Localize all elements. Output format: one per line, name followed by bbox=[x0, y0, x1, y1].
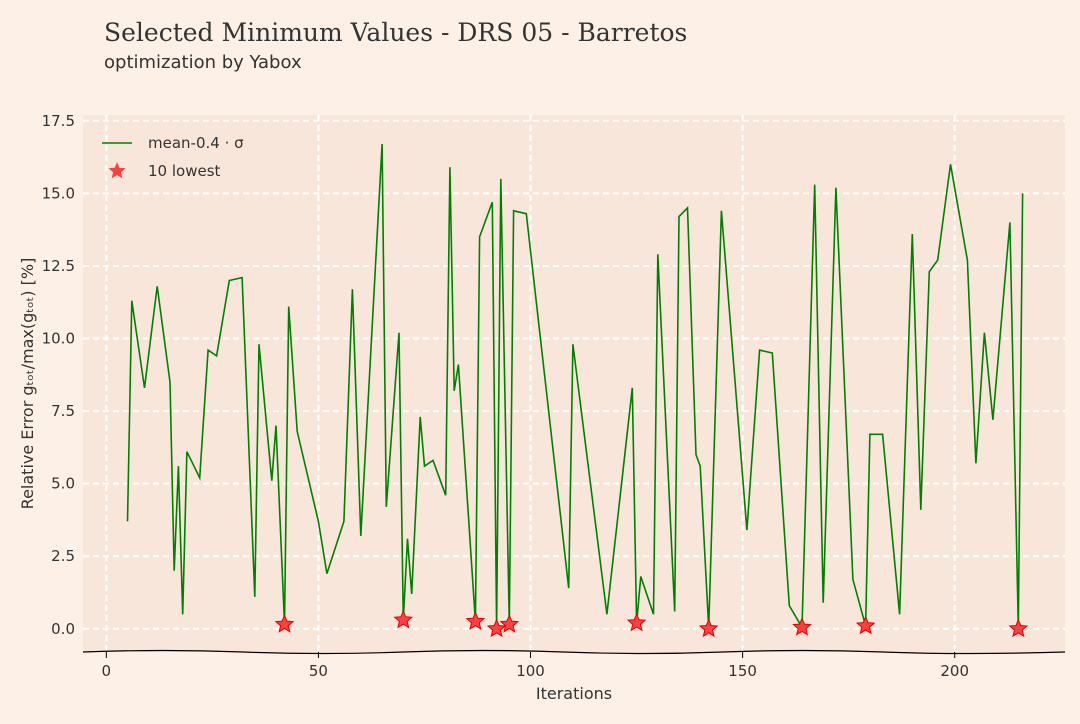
star-marker bbox=[792, 616, 812, 636]
x-tick-label: 50 bbox=[309, 662, 328, 680]
x-axis bbox=[82, 649, 1066, 655]
legend-label: 10 lowest bbox=[148, 162, 221, 180]
y-tick-label: 15.0 bbox=[42, 184, 75, 202]
y-tick-label: 12.5 bbox=[42, 257, 75, 275]
chart-subtitle: optimization by Yabox bbox=[104, 52, 302, 73]
star-marker bbox=[465, 611, 486, 630]
star-marker bbox=[855, 615, 876, 635]
y-tick-label: 5.0 bbox=[51, 475, 75, 493]
star-marker bbox=[499, 614, 520, 633]
star-marker bbox=[1008, 618, 1029, 638]
y-tick-label: 17.5 bbox=[42, 112, 75, 130]
y-tick-label: 7.5 bbox=[51, 402, 75, 420]
star-marker bbox=[393, 609, 414, 629]
y-tick-label: 10.0 bbox=[42, 330, 75, 348]
x-tick-label: 200 bbox=[940, 662, 969, 680]
y-axis-label: Relative Error gₜₒₜ/max(gₜₒₜ) [%] bbox=[18, 258, 37, 510]
data-line bbox=[126, 143, 1024, 631]
star-marker bbox=[698, 618, 719, 638]
star-marker bbox=[626, 612, 647, 632]
y-tick-label: 2.5 bbox=[51, 547, 75, 565]
x-tick-label: 150 bbox=[728, 662, 757, 680]
legend-swatch bbox=[108, 162, 126, 179]
x-tick-label: 100 bbox=[516, 662, 545, 680]
star-marker bbox=[486, 618, 507, 638]
x-axis-label: Iterations bbox=[536, 684, 612, 703]
star-marker bbox=[274, 614, 295, 633]
y-tick-label: 0.0 bbox=[51, 620, 75, 638]
chart-title: Selected Minimum Values - DRS 05 - Barre… bbox=[104, 18, 687, 47]
legend-label: mean-0.4 · σ bbox=[148, 134, 244, 152]
x-tick-label: 0 bbox=[102, 662, 112, 680]
